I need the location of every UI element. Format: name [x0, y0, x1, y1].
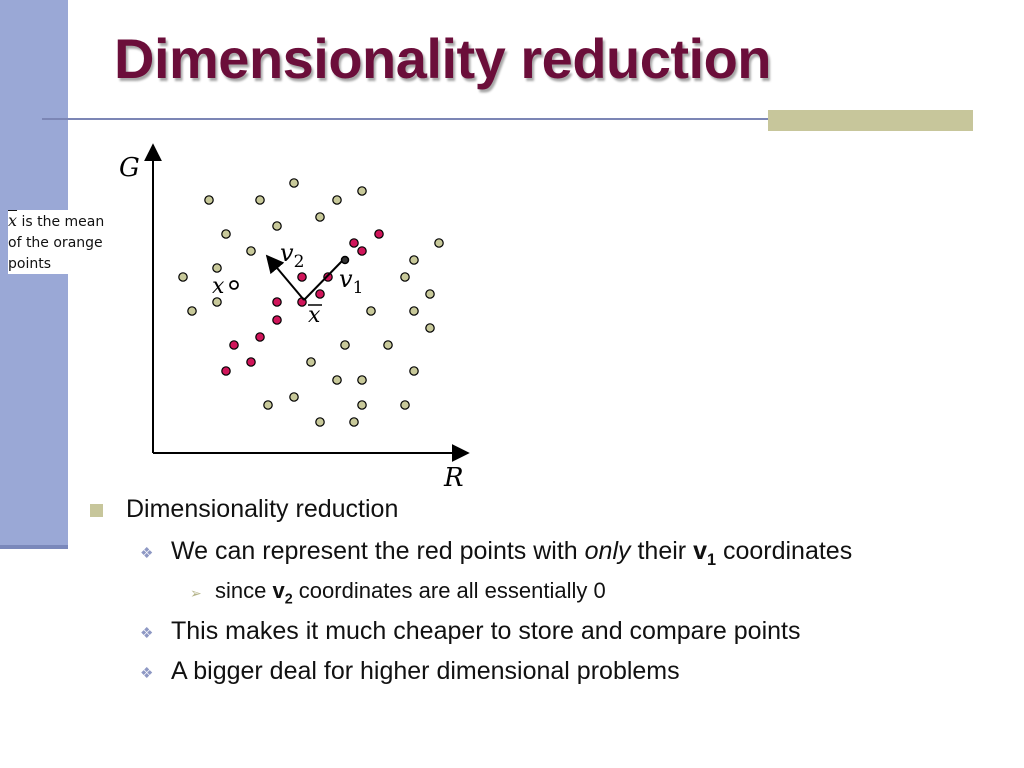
v1-label-main: v — [339, 265, 353, 293]
bullet-4: This makes it much cheaper to store and … — [171, 617, 801, 645]
axis-y-label: G — [119, 153, 140, 183]
v1-label-sub: 1 — [353, 278, 364, 298]
v2-label-main: v — [280, 239, 294, 267]
bullet-2-emphasis: only — [584, 537, 631, 565]
bullet-2-sub: 1 — [706, 551, 717, 569]
bullet-5: A bigger deal for higher dimensional pro… — [171, 657, 680, 685]
mean-label: x — [308, 303, 321, 328]
tan-point — [212, 297, 222, 307]
tan-point — [289, 178, 299, 188]
title-rule — [42, 118, 972, 120]
red-point — [374, 229, 384, 239]
tan-point — [357, 400, 367, 410]
v2-vector — [265, 254, 305, 301]
tan-point — [178, 272, 188, 282]
bullet-marker-level2: ❖ — [140, 625, 154, 642]
tan-point — [425, 323, 435, 333]
tan-point — [400, 272, 410, 282]
tan-point — [246, 246, 256, 256]
mean-note-symbol: x — [8, 211, 18, 230]
tan-point — [383, 340, 393, 350]
bullet-marker-level3: ➢ — [190, 585, 202, 601]
tan-point — [409, 255, 419, 265]
v2-label: v2 — [280, 239, 304, 272]
tan-point — [409, 366, 419, 376]
tan-point — [409, 306, 419, 316]
v1-label: v1 — [339, 265, 363, 298]
red-point — [315, 289, 325, 299]
red-point — [221, 366, 231, 376]
tan-point — [212, 263, 222, 273]
tan-point — [340, 340, 350, 350]
bullet-2-post: coordinates — [716, 537, 853, 565]
bullet-3-pre: since — [215, 578, 273, 603]
tan-point — [357, 186, 367, 196]
title-accent-bar — [768, 110, 973, 131]
tan-point — [349, 417, 359, 427]
pca-diagram: G R v2 v1 x x — [119, 143, 470, 493]
red-point — [349, 238, 359, 248]
red-point — [255, 332, 265, 342]
x-point-label: x — [212, 274, 225, 299]
red-point — [297, 272, 307, 282]
bullet-2-mid: their — [630, 537, 694, 565]
left-decor-bar-shadow — [0, 545, 68, 549]
bullet-marker-level1 — [90, 504, 103, 517]
red-point — [229, 340, 239, 350]
bullet-2: We can represent the red points with onl… — [171, 537, 852, 570]
mean-note: x is the mean of the orange points — [8, 210, 150, 274]
x-point — [229, 280, 239, 290]
bullet-3: since v2 coordinates are all essentially… — [215, 578, 606, 607]
tan-point — [332, 195, 342, 205]
tan-point — [204, 195, 214, 205]
tan-point — [357, 375, 367, 385]
bullet-marker-level2: ❖ — [140, 665, 154, 682]
mean-note-text1: is the mean — [17, 214, 105, 230]
v1-endpoint — [340, 255, 350, 265]
mean-note-line1: x is the mean — [8, 210, 150, 233]
tan-points — [178, 178, 444, 427]
tan-point — [187, 306, 197, 316]
red-point — [357, 246, 367, 256]
tan-point — [332, 375, 342, 385]
tan-point — [289, 392, 299, 402]
bullet-3-post: coordinates are all essentially 0 — [292, 578, 606, 603]
red-point — [272, 297, 282, 307]
bullet-2-pre: We can represent the red points with — [171, 537, 585, 565]
tan-point — [400, 400, 410, 410]
bullet-2-bold: v — [693, 537, 707, 565]
tan-point — [434, 238, 444, 248]
slide-title: Dimensionality reduction — [114, 27, 772, 90]
mean-note-line3: points — [8, 256, 51, 272]
v1-vector — [303, 258, 345, 301]
red-point — [272, 315, 282, 325]
bullet-marker-level2: ❖ — [140, 545, 154, 562]
tan-point — [255, 195, 265, 205]
tan-point — [315, 212, 325, 222]
tan-point — [366, 306, 376, 316]
tan-point — [263, 400, 273, 410]
tan-point — [425, 289, 435, 299]
red-point — [323, 272, 333, 282]
mean-note-line2: of the orange — [8, 235, 103, 251]
v2-label-sub: 2 — [294, 252, 305, 272]
tan-point — [315, 417, 325, 427]
tan-point — [221, 229, 231, 239]
tan-point — [306, 357, 316, 367]
bullet-3-sub: 2 — [284, 591, 293, 608]
bullet-3-bold: v — [272, 578, 285, 603]
tan-point — [272, 221, 282, 231]
red-point — [246, 357, 256, 367]
bullet-1: Dimensionality reduction — [126, 495, 399, 523]
axis-x-label: R — [443, 463, 464, 493]
